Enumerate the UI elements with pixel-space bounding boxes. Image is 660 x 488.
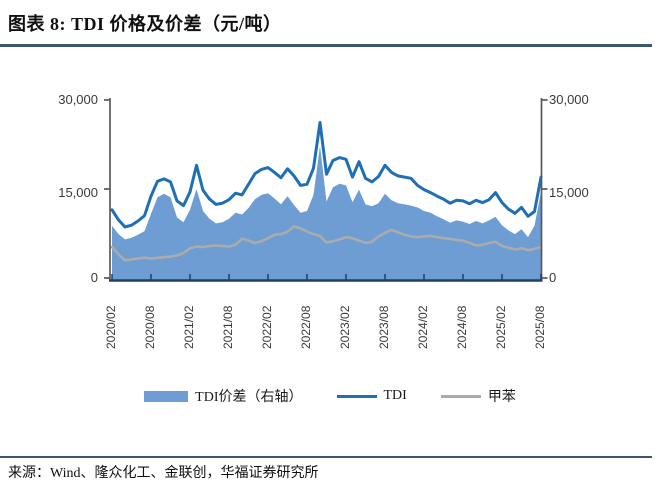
x-axis-label: 2021/08: [221, 305, 235, 349]
source-text: 来源：Wind、隆众化工、金联创，华福证券研究所: [8, 466, 319, 481]
x-axis-label: 2025/02: [494, 305, 508, 349]
legend-item-tdi-spread: TDI价差（右轴）: [144, 386, 303, 406]
legend-item-tdi: TDI: [336, 388, 407, 404]
x-axis-label: 2025/08: [533, 305, 547, 349]
y-axis-left-label-15000: 15,000: [58, 185, 98, 200]
toluene-line: [110, 225, 543, 262]
y-axis-right-label-30000: 30,000: [549, 92, 589, 107]
plot-area: [104, 98, 548, 282]
x-axis-label: 2023/02: [338, 305, 352, 349]
y-axis-left-label-30000: 30,000: [58, 92, 98, 107]
x-axis-label: 2022/08: [299, 305, 313, 349]
tdi-line: [110, 121, 543, 229]
x-axis: 2020/02 2020/08 2021/02 2021/08 2022/02 2022/…: [0, 287, 660, 351]
x-axis-label: 2020/08: [143, 305, 157, 349]
tdi-line-swatch: [336, 394, 377, 398]
tdi-spread-area-swatch: [144, 390, 189, 402]
source-divider: [0, 456, 652, 458]
y-axis-left-label-0: 0: [90, 270, 98, 285]
x-axis-label: 2023/08: [377, 305, 391, 349]
y-axis-right-label-15000: 15,000: [549, 185, 589, 200]
x-axis-label: 2024/02: [416, 305, 430, 349]
x-axis-label: 2024/08: [455, 305, 469, 349]
x-axis-label: 2021/02: [182, 305, 196, 349]
legend-item-toluene: 甲苯: [440, 386, 516, 406]
y-axis-right-label-0: 0: [549, 270, 557, 285]
plot-axes: [104, 98, 548, 282]
x-axis-label: 2022/02: [260, 305, 274, 349]
legend-label-tdi: TDI: [383, 388, 407, 403]
legend-label-tdi-spread: TDI价差（右轴）: [195, 390, 303, 405]
x-axis-label: 2020/02: [104, 305, 118, 349]
legend: TDI价差（右轴） TDI 甲苯: [0, 386, 660, 406]
chart-title: 图表 8: TDI 价格及价差（元/吨）: [8, 14, 282, 34]
title-divider: [0, 44, 652, 47]
legend-label-toluene: 甲苯: [487, 390, 516, 405]
toluene-line-swatch: [440, 394, 481, 398]
